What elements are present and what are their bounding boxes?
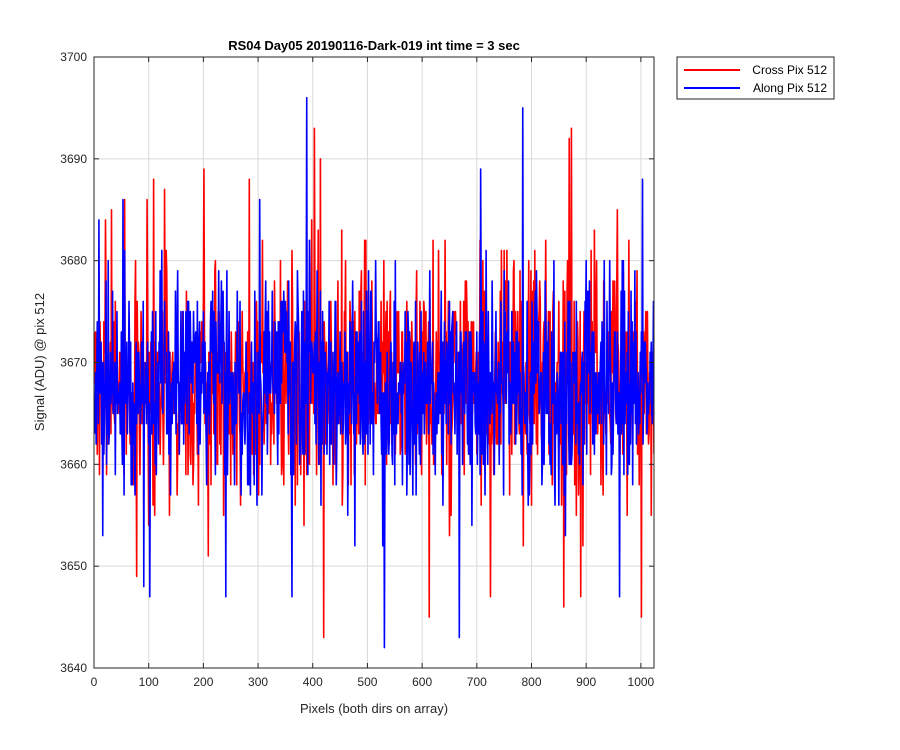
y-tick-label: 3660 xyxy=(60,457,87,471)
x-tick-label: 200 xyxy=(193,675,213,689)
x-tick-label: 500 xyxy=(357,675,377,689)
legend-label-cross: Cross Pix 512 xyxy=(752,63,827,77)
y-tick-label: 3700 xyxy=(60,50,87,64)
y-tick-label: 3650 xyxy=(60,559,87,573)
x-tick-label: 300 xyxy=(248,675,268,689)
chart-title: RS04 Day05 20190116-Dark-019 int time = … xyxy=(228,38,520,53)
x-tick-label: 1000 xyxy=(628,675,655,689)
legend-label-along: Along Pix 512 xyxy=(753,81,827,95)
series-layer xyxy=(94,96,654,649)
x-tick-label: 600 xyxy=(412,675,432,689)
axis-ticks: 0 100 200 300 400 500 600 700 800 900 1000 3640 3650… xyxy=(60,50,654,689)
x-axis-label: Pixels (both dirs on array) xyxy=(300,701,448,716)
legend-box xyxy=(676,56,835,100)
y-tick-label: 3690 xyxy=(60,152,87,166)
series-line-along xyxy=(94,96,654,649)
y-tick-label: 3670 xyxy=(60,356,87,370)
legend[interactable]: Cross Pix 512 Along Pix 512 xyxy=(676,56,835,100)
x-tick-label: 700 xyxy=(467,675,487,689)
x-tick-label: 100 xyxy=(139,675,159,689)
x-tick-label: 0 xyxy=(91,675,98,689)
y-axis-label: Signal (ADU) @ pix 512 xyxy=(32,293,47,431)
y-tick-label: 3640 xyxy=(60,661,87,675)
x-tick-label: 900 xyxy=(576,675,596,689)
x-tick-label: 400 xyxy=(303,675,323,689)
y-tick-label: 3680 xyxy=(60,254,87,268)
x-tick-label: 800 xyxy=(521,675,541,689)
